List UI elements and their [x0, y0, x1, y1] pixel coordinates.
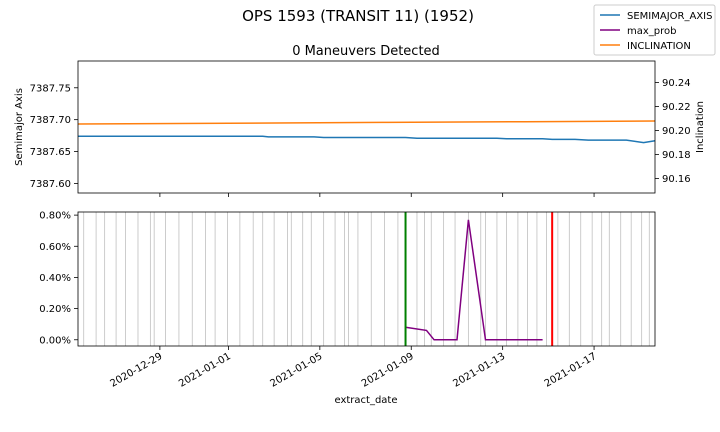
right-axis-tick-label: 90.18 — [662, 150, 691, 161]
bottom-panel: 0.00% 0.20% 0.40% 0.60% 0.80% 2020-12-29 2021… — [39, 211, 656, 406]
bottom-panel-frame — [77, 211, 656, 347]
right-axis-tick-label: 90.20 — [662, 126, 691, 137]
x-tick-label: 2021-01-13 — [451, 351, 507, 390]
top-panel: 0 Maneuvers Detected 7387.60 7387.65 7387.… — [14, 44, 706, 197]
top-panel-title: 0 Maneuvers Detected — [292, 44, 440, 59]
top-panel-frame — [77, 60, 656, 194]
x-tick-label: 2021-01-05 — [269, 351, 325, 390]
x-tick-label: 2020-12-29 — [109, 351, 165, 390]
x-tick-label: 2021-01-17 — [543, 351, 599, 390]
bottom-y-tick-label: 0.80% — [39, 211, 71, 222]
right-axis-label: Inclination — [695, 101, 706, 153]
x-tick-label: 2021-01-09 — [360, 351, 416, 390]
series-line-max-prob — [405, 219, 543, 341]
bottom-y-tick-label: 0.60% — [39, 242, 71, 253]
left-axis-tick-label: 7387.75 — [30, 83, 71, 94]
right-axis-tick-label: 90.24 — [662, 78, 691, 89]
left-axis-tick-label: 7387.70 — [30, 115, 71, 126]
series-line-inclination — [77, 120, 656, 125]
x-axis-label: extract_date — [334, 395, 397, 406]
bottom-y-tick-label: 0.40% — [39, 273, 71, 284]
legend-label-semimajor-axis: SEMIMAJOR_AXIS — [627, 11, 712, 22]
legend-label-max-prob: max_prob — [627, 26, 677, 37]
legend-label-inclination: INCLINATION — [627, 41, 691, 52]
right-axis-tick-label: 90.22 — [662, 102, 691, 113]
x-tick-label: 2021-01-01 — [177, 351, 233, 390]
left-axis-tick-label: 7387.60 — [30, 179, 71, 190]
bottom-y-tick-label: 0.00% — [39, 335, 71, 346]
left-axis-label: Semimajor Axis — [14, 88, 25, 166]
series-line-semimajor-axis — [78, 135, 656, 144]
bottom-y-tick-label: 0.20% — [39, 304, 71, 315]
left-axis-tick-label: 7387.65 — [30, 147, 71, 158]
chart-suptitle: OPS 1593 (TRANSIT 11) (1952) — [242, 7, 474, 25]
right-axis-tick-label: 90.16 — [662, 174, 691, 185]
legend: SEMIMAJOR_AXIS max_prob INCLINATION — [593, 4, 716, 56]
